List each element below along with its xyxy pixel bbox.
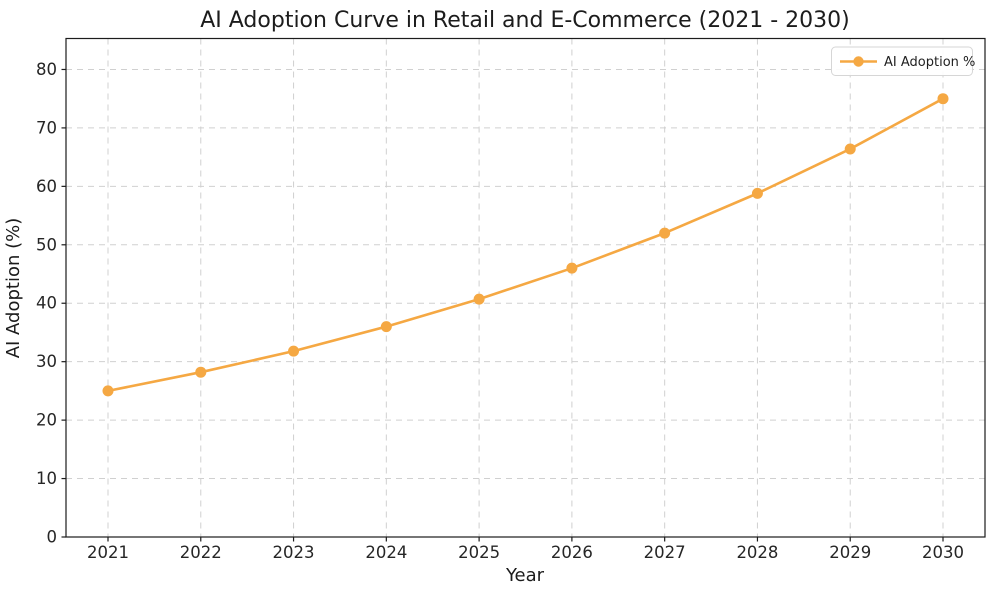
- data-point-marker: [288, 345, 300, 357]
- x-tick-label: 2029: [829, 543, 871, 562]
- x-tick-label: 2025: [458, 543, 500, 562]
- x-tick-label: 2028: [736, 543, 778, 562]
- y-tick-label: 30: [36, 352, 57, 371]
- legend-box: [831, 46, 973, 76]
- y-tick-label: 0: [47, 528, 58, 547]
- legend-label: AI Adoption %: [884, 55, 975, 70]
- y-tick-label: 20: [36, 411, 57, 430]
- plot-border: [65, 37, 986, 538]
- data-point-marker: [566, 262, 578, 274]
- series-line: [106, 97, 945, 393]
- x-tick-label: 2026: [551, 543, 593, 562]
- x-tick-label: 2024: [365, 543, 407, 562]
- y-tick-label: 50: [36, 235, 57, 254]
- x-tick-label: 2027: [644, 543, 686, 562]
- data-point-marker: [195, 366, 207, 378]
- tick-labels-layer: 2021 2022 2023 2024 2025 2026 2027 2028 2029 2030…: [36, 60, 964, 562]
- x-axis-label: Year: [505, 565, 545, 586]
- legend-marker-icon: [853, 56, 864, 67]
- axes-layer: [61, 37, 986, 542]
- y-tick-label: 60: [36, 177, 57, 196]
- x-tick-label: 2030: [922, 543, 964, 562]
- data-point-marker: [751, 187, 763, 199]
- y-axis-label: AI Adoption (%): [3, 218, 24, 359]
- grid-layer: [66, 38, 985, 537]
- data-point-marker: [844, 143, 856, 155]
- chart-title: AI Adoption Curve in Retail and E-Commer…: [200, 8, 850, 33]
- series-layer: [102, 93, 949, 397]
- data-point-marker: [659, 227, 671, 239]
- y-tick-label: 10: [36, 469, 57, 488]
- x-tick-label: 2023: [273, 543, 315, 562]
- x-tick-label: 2022: [180, 543, 222, 562]
- data-point-marker: [473, 293, 485, 305]
- y-tick-label: 40: [36, 294, 57, 313]
- y-tick-label: 70: [36, 118, 57, 137]
- legend: AI Adoption %: [831, 46, 975, 76]
- y-tick-label: 80: [36, 60, 57, 79]
- data-point-marker: [102, 385, 114, 397]
- data-point-marker: [937, 93, 949, 105]
- data-point-marker: [380, 321, 392, 333]
- x-tick-label: 2021: [87, 543, 129, 562]
